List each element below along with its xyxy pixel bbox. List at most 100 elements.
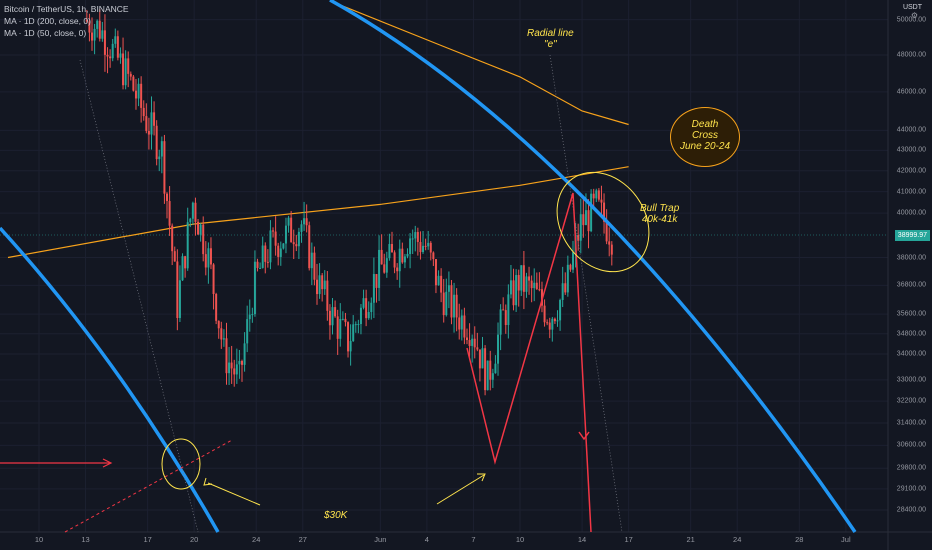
candle-body (233, 368, 236, 375)
time-axis[interactable]: 10 13 17 20 24 27 Jun 4 7 10 14 17 21 24 28 Jul (0, 532, 888, 550)
settings-icon[interactable]: ⚙ (910, 11, 918, 20)
candle-body (277, 245, 280, 257)
price-tick-label: 36800.00 (896, 281, 926, 289)
candle-body (453, 294, 456, 318)
red-level-arrow (102, 458, 113, 468)
candle-body (551, 318, 554, 330)
ma50-legend[interactable]: MA · 1D (50, close, 0) (4, 28, 87, 38)
candle-body (515, 275, 518, 306)
candle-body (569, 264, 572, 270)
red-zigzag (466, 192, 592, 533)
candle-body (114, 36, 117, 44)
death-cross-label: Death Cross June 20-24 (671, 119, 739, 152)
candle-body (546, 322, 549, 324)
radial-line-left (79, 59, 199, 533)
candle-body (300, 224, 303, 232)
date-tick-label: 14 (577, 535, 587, 544)
candle-body (209, 248, 212, 265)
candle-body (256, 261, 259, 268)
candle-body (217, 320, 220, 329)
candle-body (484, 348, 487, 391)
candle-body (582, 214, 585, 226)
candle-body (608, 241, 611, 245)
date-tick-label: 28 (795, 535, 804, 544)
candle-body (204, 254, 207, 268)
price-tick-label: 44000.00 (896, 126, 926, 134)
candle-body (124, 58, 127, 86)
candle-body (341, 318, 344, 320)
candle-body (266, 261, 269, 263)
candle-body (442, 292, 445, 316)
death-cross-label-line-1: Death (691, 119, 719, 130)
candle-body (318, 275, 321, 295)
drawing-layer (0, 0, 857, 533)
price-tick-label: 30600.00 (896, 441, 926, 449)
candle-body (512, 280, 515, 306)
date-tick-label: 10 (515, 535, 525, 544)
candle-body (96, 20, 99, 29)
candle-body (378, 249, 381, 288)
blue-arc-upper (329, 0, 857, 533)
death-cross-label-line-2: Cross (691, 130, 719, 141)
price-axis[interactable]: USDT ⚙ 50000.00 48000.00 46000.00 44000.00 4… (888, 0, 932, 532)
candle-body (352, 324, 355, 342)
candle-body (530, 280, 533, 289)
ma200-legend[interactable]: MA · 1D (200, close, 0) (4, 16, 91, 26)
candle-body (525, 276, 528, 292)
candle-body (553, 318, 556, 322)
yellow-arrow-right-head (477, 473, 486, 482)
candle-body (427, 242, 430, 247)
candle-body (197, 221, 200, 235)
candle-body (158, 156, 161, 160)
candle-body (93, 28, 96, 41)
bull-trap-label-line-1: Bull Trap (640, 203, 680, 214)
candle-body (279, 248, 282, 257)
candle-body (173, 251, 176, 262)
yellow-arrow-left-head (203, 477, 213, 486)
date-tick-label: 20 (189, 535, 199, 544)
candle-body (303, 218, 306, 225)
ma200-line (7, 166, 629, 259)
candle-body (160, 141, 163, 157)
price-tick-label: 31400.00 (896, 419, 926, 427)
price-tick-label: 34000.00 (896, 350, 926, 358)
candle-body (390, 244, 393, 253)
radial-line-e (549, 54, 623, 533)
candle-body (315, 279, 318, 295)
date-tick-label: 4 (424, 535, 429, 544)
candle-body (455, 294, 458, 318)
candle-body (212, 264, 215, 295)
candle-body (396, 267, 399, 272)
candle-body (91, 32, 94, 41)
currency-unit[interactable]: USDT (902, 4, 922, 11)
candle-body (440, 275, 443, 293)
date-tick-label: 17 (143, 535, 152, 544)
candle-body (199, 224, 202, 235)
candle-body (119, 53, 122, 58)
candle-body (494, 363, 497, 374)
candle-body (595, 190, 598, 199)
candle-body (109, 56, 112, 59)
candle-body (385, 258, 388, 273)
candle-body (101, 30, 104, 39)
date-tick-label: 24 (733, 535, 742, 544)
candle-body (481, 348, 484, 369)
candle-body (171, 225, 174, 252)
candle-body (176, 261, 179, 319)
date-tick-label: 27 (298, 535, 307, 544)
candle-body (403, 256, 406, 263)
candle-body (246, 319, 249, 344)
price-tick-label: 33000.00 (896, 376, 926, 384)
candle-body (566, 264, 569, 293)
candle-body (584, 210, 587, 226)
candle-body (88, 21, 91, 33)
candle-body (134, 90, 137, 99)
date-tick-label: 21 (686, 535, 695, 544)
candle-body (422, 245, 425, 253)
candle-body (189, 218, 192, 223)
candle-body (409, 238, 412, 254)
candle-body (491, 373, 494, 380)
candle-body (365, 298, 368, 319)
candle-body (590, 193, 593, 232)
